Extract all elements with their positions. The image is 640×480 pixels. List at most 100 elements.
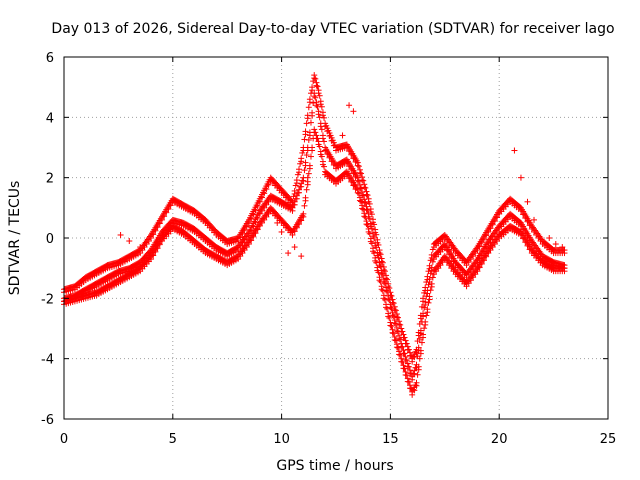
- y-tick-label: 0: [46, 232, 54, 247]
- track-b-point: [441, 234, 448, 241]
- track-c-point: [302, 197, 309, 204]
- track-c-point: [467, 277, 474, 284]
- track-a-point: [472, 262, 479, 269]
- track-c-point: [446, 262, 453, 269]
- track-a-point: [303, 152, 310, 159]
- track-a-point: [318, 126, 325, 133]
- track-b-point: [314, 83, 321, 90]
- track-b-point: [293, 180, 300, 187]
- track-c-point: [254, 226, 261, 233]
- track-b-point: [450, 247, 457, 254]
- track-c-point: [463, 283, 470, 290]
- track-a-point: [322, 147, 329, 154]
- track-b-point: [307, 90, 314, 97]
- track-a-point: [343, 159, 350, 166]
- track-c-point: [384, 305, 391, 312]
- track-a-point: [402, 356, 409, 363]
- track-c-point: [474, 268, 481, 275]
- track-c-point: [313, 135, 320, 142]
- track-b-point: [376, 250, 383, 257]
- short-segments-point: [285, 250, 292, 257]
- track-b-point: [296, 169, 303, 176]
- track-c-point: [476, 264, 483, 271]
- track-b-point: [485, 228, 492, 235]
- track-b-point: [411, 354, 418, 361]
- y-tick-label: 4: [46, 111, 54, 126]
- track-a-point: [450, 258, 457, 265]
- track-c-point: [426, 296, 433, 303]
- track-b-point: [137, 250, 144, 257]
- track-c-point: [561, 268, 568, 275]
- track-a-point: [411, 370, 418, 377]
- track-c-point: [237, 253, 244, 260]
- track-b-point: [318, 103, 325, 110]
- track-a-point: [397, 336, 404, 343]
- track-b-point: [261, 190, 268, 197]
- track-b-point: [517, 207, 524, 214]
- track-b-point: [316, 92, 323, 99]
- track-a-point: [448, 254, 455, 261]
- track-c-point: [380, 295, 387, 302]
- short-segments-point: [278, 228, 285, 235]
- track-c-point: [291, 228, 298, 235]
- track-b-point: [374, 239, 381, 246]
- track-b-point: [354, 162, 361, 169]
- track-b-point: [301, 136, 308, 143]
- track-b-point: [156, 220, 163, 227]
- track-c-point: [385, 313, 392, 320]
- track-b-point: [393, 314, 400, 321]
- y-axis-label: SDTVAR / TECUs: [7, 181, 23, 296]
- track-b-point: [480, 236, 487, 243]
- track-b-point: [537, 238, 544, 244]
- track-b-point: [526, 222, 533, 229]
- track-a-point: [321, 138, 328, 145]
- track-c-point: [235, 256, 242, 263]
- track-b-point: [154, 224, 161, 231]
- track-b-point: [383, 275, 390, 282]
- track-b-point: [478, 239, 485, 246]
- track-c-point: [409, 391, 416, 398]
- track-b-point: [402, 340, 409, 347]
- track-c-point: [422, 321, 429, 328]
- track-b-point: [377, 251, 384, 258]
- track-b-point: [352, 158, 359, 165]
- track-a-point: [406, 370, 413, 377]
- track-a-point: [494, 228, 501, 235]
- track-a-point: [531, 244, 538, 251]
- track-b-point: [533, 231, 540, 238]
- track-a-point: [404, 363, 411, 370]
- track-b-point: [385, 283, 392, 290]
- track-a-point: [346, 163, 353, 170]
- track-b-point: [528, 225, 535, 232]
- track-a-point: [330, 161, 337, 168]
- track-a-point: [324, 151, 331, 158]
- track-b-point: [406, 352, 413, 359]
- track-b-point: [381, 268, 388, 275]
- track-b-point: [152, 227, 159, 234]
- track-c-point: [152, 248, 159, 255]
- track-b-point: [254, 203, 261, 210]
- track-c-point: [414, 371, 421, 378]
- track-c-point: [379, 287, 386, 294]
- track-b-point: [531, 228, 538, 235]
- short-segments-point: [350, 108, 357, 115]
- track-b-point: [250, 211, 257, 218]
- x-tick-label: 15: [382, 432, 399, 447]
- track-c-point: [392, 337, 399, 344]
- track-c-point: [365, 228, 372, 235]
- track-b-point: [404, 346, 411, 353]
- track-b-point: [362, 184, 369, 191]
- track-b-point: [360, 177, 367, 184]
- track-c-point: [352, 186, 359, 193]
- track-b-point: [396, 321, 403, 328]
- chart-title: Day 013 of 2026, Sidereal Day-to-day VTE…: [51, 21, 614, 37]
- short-segments-point: [126, 238, 133, 245]
- track-c-point: [372, 257, 379, 264]
- track-c-point: [298, 217, 305, 224]
- track-b-point: [163, 209, 170, 216]
- track-c-point: [248, 237, 255, 244]
- track-c-point: [478, 260, 485, 267]
- track-b-point: [303, 120, 310, 127]
- track-b-point: [300, 147, 307, 154]
- track-a-point: [298, 183, 305, 190]
